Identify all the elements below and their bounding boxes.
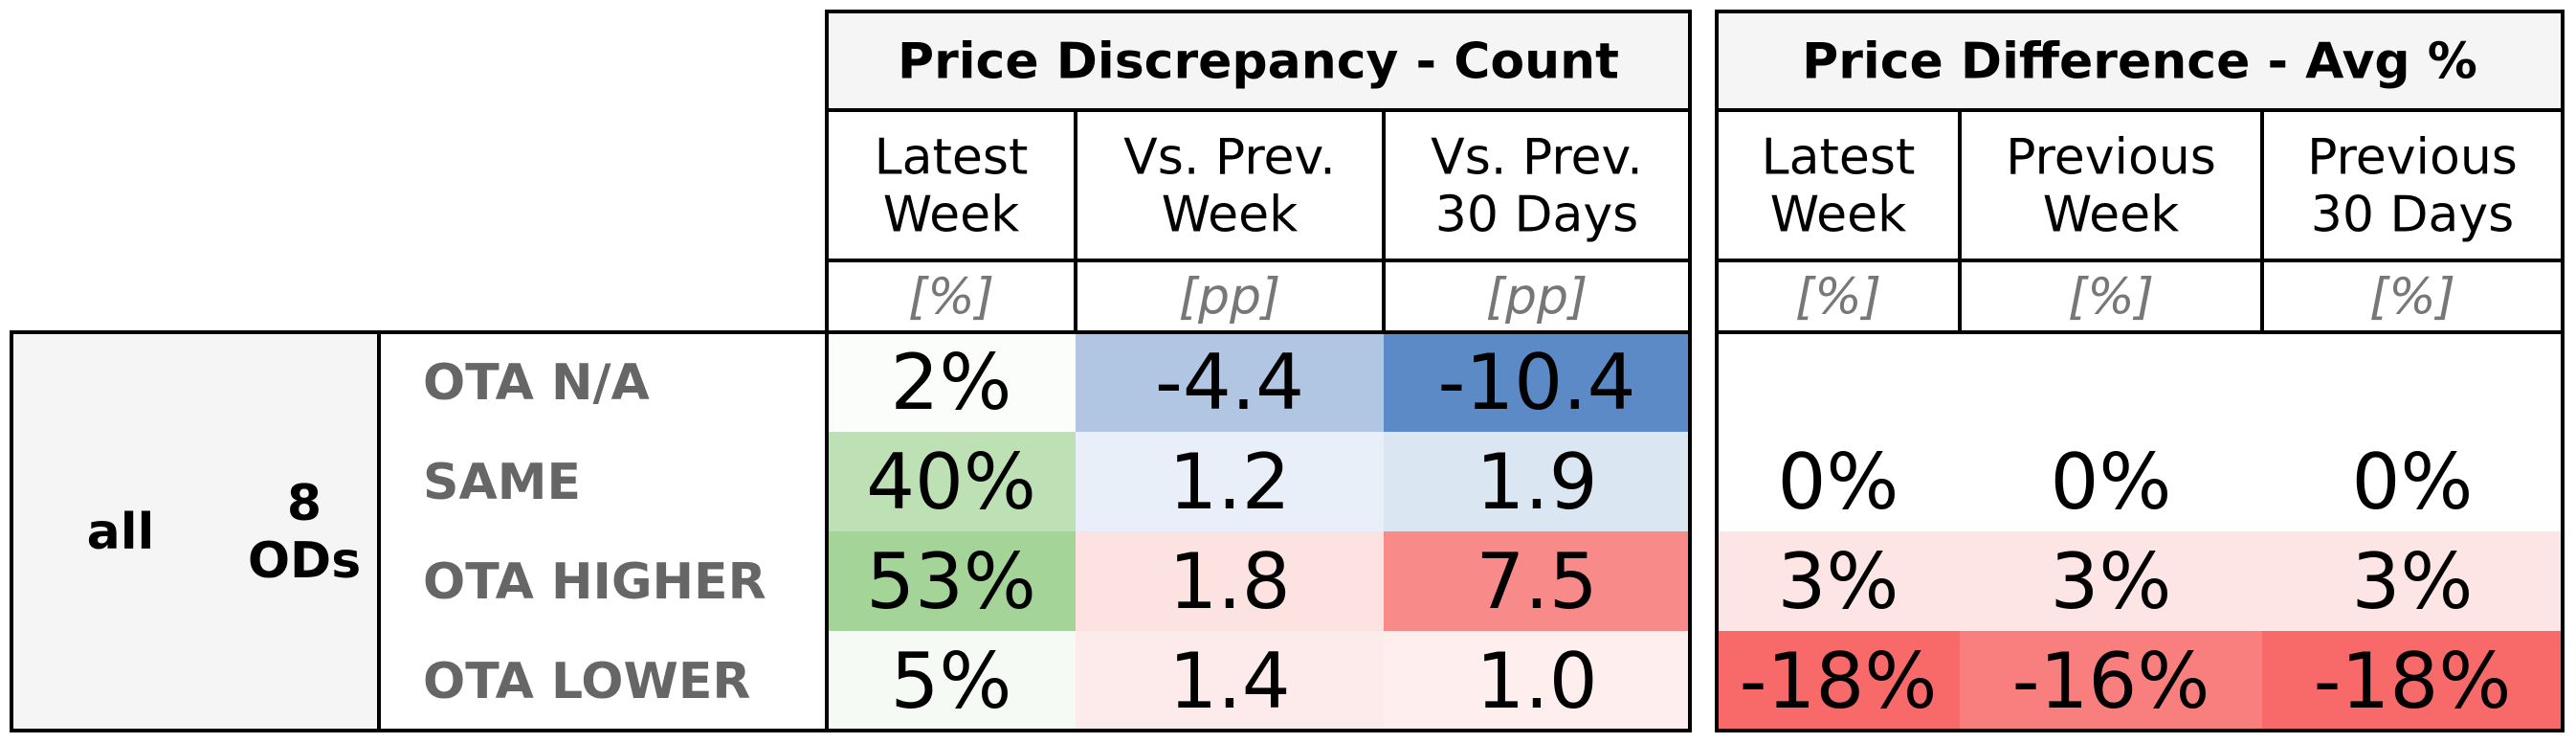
table-0-value-2-1: 1.8 bbox=[1168, 537, 1290, 626]
table-0-value-1-2: 1.9 bbox=[1476, 438, 1597, 527]
table-0-cell-2-2 bbox=[1384, 531, 1690, 631]
table-0-value-1-1: 1.2 bbox=[1168, 438, 1290, 527]
table-1-cell-3-1 bbox=[1960, 631, 2262, 731]
table-1-cell-0-0 bbox=[1717, 332, 1960, 432]
table-1-col-unit-2: [%] bbox=[2369, 269, 2455, 326]
table-0-cell-3-0 bbox=[827, 631, 1076, 731]
table-0-cell-1-2 bbox=[1384, 432, 1690, 531]
table-0-title: Price Discrepancy - Count bbox=[898, 34, 1619, 91]
table-1-col-unit-0: [%] bbox=[1795, 269, 1881, 326]
row-label-2: OTA HIGHER bbox=[423, 553, 766, 611]
table-1-value-3-0: -18% bbox=[1740, 637, 1938, 726]
table-0-cell-2-1 bbox=[1076, 531, 1384, 631]
table-0-value-3-2: 1.0 bbox=[1476, 637, 1597, 726]
table-0-cell-0-2 bbox=[1384, 332, 1690, 432]
table-0-cell-2-0 bbox=[827, 531, 1076, 631]
table-0-cell-3-1 bbox=[1076, 631, 1384, 731]
table-1-value-1-0: 0% bbox=[1778, 438, 1899, 527]
row-group-background bbox=[11, 332, 379, 731]
table-1-cell-3-0 bbox=[1717, 631, 1960, 731]
table-0-value-0-0: 2% bbox=[891, 338, 1012, 427]
table-1-title: Price Difference - Avg % bbox=[1802, 34, 2477, 91]
table-0-cell-3-2 bbox=[1384, 631, 1690, 731]
table-0-cell-0-0 bbox=[827, 332, 1076, 432]
table-0-col-header-1: Vs. Prev. Week bbox=[1123, 129, 1336, 244]
table-1-cell-2-1 bbox=[1960, 531, 2262, 631]
table-1-cell-1-2 bbox=[2262, 432, 2563, 531]
table-0-cell-1-1 bbox=[1076, 432, 1384, 531]
row-group-count: 8 ODs bbox=[248, 475, 361, 590]
table-1-col-header-2: Previous 30 Days bbox=[2307, 129, 2518, 244]
table-0-col-unit-0: [%] bbox=[908, 269, 994, 326]
table-1-col-header-0: Latest Week bbox=[1762, 129, 1916, 244]
row-label-1: SAME bbox=[423, 454, 581, 511]
table-1-cell-1-1 bbox=[1960, 432, 2262, 531]
table-1-cell-2-0 bbox=[1717, 531, 1960, 631]
table-1-col-unit-1: [%] bbox=[2068, 269, 2154, 326]
table-1-cell-1-0 bbox=[1717, 432, 1960, 531]
table-0-value-3-1: 1.4 bbox=[1168, 637, 1290, 726]
row-group-label: all bbox=[87, 504, 155, 561]
table-1-value-3-1: -16% bbox=[2012, 637, 2210, 726]
table-1-value-2-2: 3% bbox=[2352, 537, 2474, 626]
table-0-col-unit-2: [pp] bbox=[1486, 269, 1588, 326]
table-0-col-header-2: Vs. Prev. 30 Days bbox=[1431, 129, 1643, 244]
table-0-value-2-0: 53% bbox=[866, 537, 1036, 626]
table-1-cell-2-2 bbox=[2262, 531, 2563, 631]
table-1-value-1-1: 0% bbox=[2051, 438, 2172, 527]
table-1-col-header-1: Previous Week bbox=[2006, 129, 2216, 244]
table-1-value-1-2: 0% bbox=[2352, 438, 2474, 527]
table-0-body-border bbox=[825, 330, 1692, 732]
table-0-value-1-0: 40% bbox=[866, 438, 1036, 527]
table-1-body-border bbox=[1715, 330, 2565, 732]
table-0-col-header-0: Latest Week bbox=[875, 129, 1029, 244]
table-0-cell-1-0 bbox=[827, 432, 1076, 531]
table-0-value-3-0: 5% bbox=[891, 637, 1012, 726]
table-1-value-3-2: -18% bbox=[2314, 637, 2512, 726]
table-0-cell-0-1 bbox=[1076, 332, 1384, 432]
table-1-value-2-1: 3% bbox=[2051, 537, 2172, 626]
table-0-value-0-1: -4.4 bbox=[1155, 338, 1304, 427]
row-label-0: OTA N/A bbox=[423, 354, 650, 412]
table-1-cell-0-1 bbox=[1960, 332, 2262, 432]
table-1-title-band bbox=[1717, 11, 2563, 110]
table-1-cell-0-2 bbox=[2262, 332, 2563, 432]
table-0-value-2-2: 7.5 bbox=[1476, 537, 1597, 626]
table-0-col-unit-1: [pp] bbox=[1179, 269, 1281, 326]
table-1-cell-3-2 bbox=[2262, 631, 2563, 731]
row-label-3: OTA LOWER bbox=[423, 653, 750, 710]
table-0-value-0-2: -10.4 bbox=[1438, 338, 1636, 427]
table-0-title-band bbox=[827, 11, 1690, 110]
table-1-value-2-0: 3% bbox=[1778, 537, 1899, 626]
